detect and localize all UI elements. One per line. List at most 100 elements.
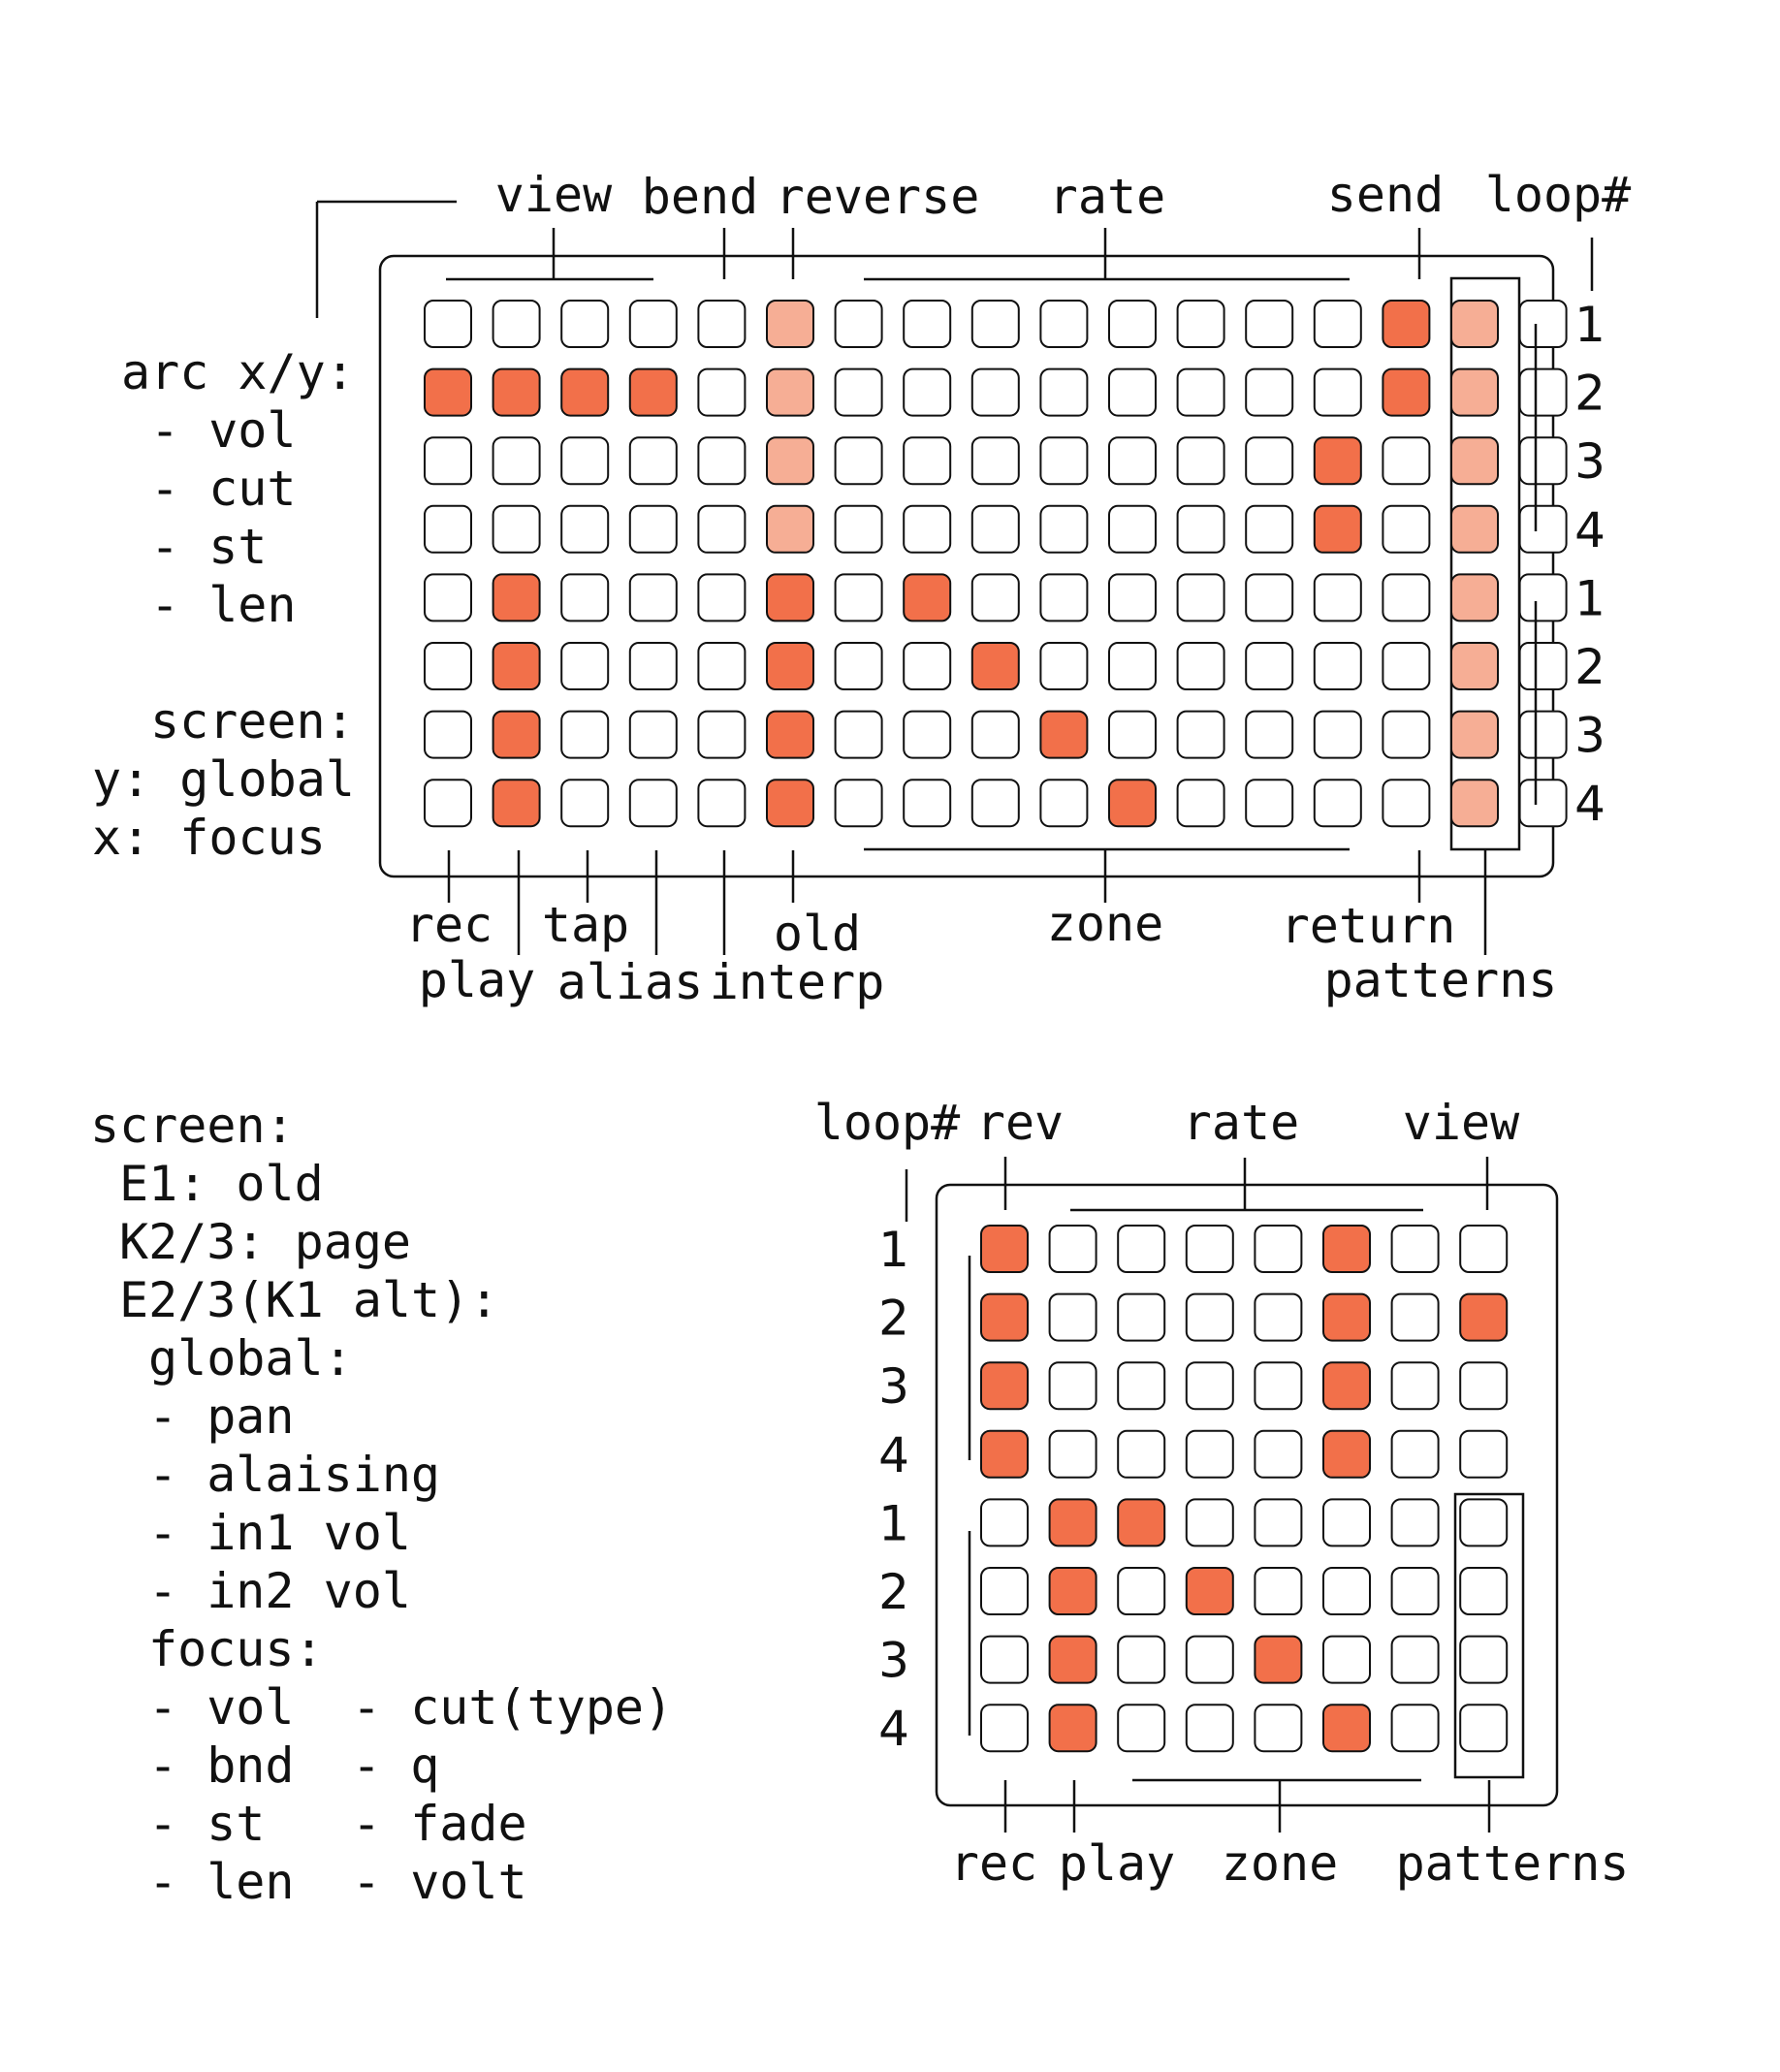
top-key-r6-c4[interactable] [628,642,678,690]
bottom-key-r5-c7[interactable] [1390,1498,1440,1547]
top-key-r8-c3[interactable] [560,779,610,828]
bottom-key-r1-c2[interactable] [1048,1225,1097,1273]
top-key-r1-c10[interactable] [1039,300,1089,348]
top-key-r3-c9[interactable] [970,436,1020,486]
top-key-r4-c8[interactable] [903,504,952,554]
bottom-key-r7-c8[interactable] [1459,1635,1509,1684]
top-key-r5-c2[interactable] [492,573,541,622]
top-key-r7-c5[interactable] [697,710,747,759]
top-key-r1-c8[interactable] [903,300,952,348]
top-key-r5-c3[interactable] [560,573,610,622]
bottom-key-r4-c4[interactable] [1185,1429,1234,1479]
top-key-r7-c10[interactable] [1039,710,1089,759]
bottom-key-r1-c7[interactable] [1390,1225,1440,1273]
bottom-key-r3-c5[interactable] [1254,1361,1303,1411]
bottom-key-r1-c8[interactable] [1459,1225,1509,1273]
top-key-r2-c11[interactable] [1108,367,1157,417]
top-key-r8-c6[interactable] [766,779,814,828]
top-key-r2-c5[interactable] [697,367,747,417]
bottom-key-r5-c1[interactable] [980,1498,1029,1547]
top-key-r8-c4[interactable] [628,779,678,828]
bottom-key-r5-c6[interactable] [1322,1498,1371,1547]
top-key-r3-c7[interactable] [834,436,883,486]
top-key-r3-c3[interactable] [560,436,610,486]
top-key-r4-c13[interactable] [1245,504,1294,554]
top-key-r1-c11[interactable] [1108,300,1157,348]
top-key-r2-c14[interactable] [1313,367,1362,417]
top-key-r5-c16[interactable] [1450,573,1499,622]
top-key-r3-c12[interactable] [1176,436,1225,486]
top-key-r6-c14[interactable] [1313,642,1362,690]
bottom-key-r3-c7[interactable] [1390,1361,1440,1411]
top-key-r3-c11[interactable] [1108,436,1157,486]
bottom-key-r4-c5[interactable] [1254,1429,1303,1479]
bottom-key-r2-c5[interactable] [1254,1292,1303,1342]
bottom-key-r3-c1[interactable] [980,1361,1029,1411]
top-key-r1-c2[interactable] [492,300,541,348]
bottom-key-r2-c7[interactable] [1390,1292,1440,1342]
top-key-r2-c4[interactable] [628,367,678,417]
bottom-key-r6-c3[interactable] [1117,1567,1166,1615]
top-key-r7-c8[interactable] [903,710,952,759]
bottom-key-r7-c4[interactable] [1185,1635,1234,1684]
top-key-r5-c17[interactable] [1518,573,1568,622]
top-key-r2-c3[interactable] [560,367,610,417]
top-key-r4-c17[interactable] [1518,504,1568,554]
top-key-r5-c14[interactable] [1313,573,1362,622]
top-key-r3-c10[interactable] [1039,436,1089,486]
top-key-r8-c8[interactable] [903,779,952,828]
top-key-r3-c16[interactable] [1450,436,1499,486]
top-key-r7-c13[interactable] [1245,710,1294,759]
bottom-key-r4-c1[interactable] [980,1429,1029,1479]
top-key-r6-c12[interactable] [1176,642,1225,690]
top-key-r7-c16[interactable] [1450,710,1499,759]
top-key-r1-c3[interactable] [560,300,610,348]
bottom-key-r3-c2[interactable] [1048,1361,1097,1411]
bottom-key-r2-c6[interactable] [1322,1292,1371,1342]
top-key-r4-c3[interactable] [560,504,610,554]
top-key-r5-c11[interactable] [1108,573,1157,622]
top-key-r5-c5[interactable] [697,573,747,622]
top-key-r1-c17[interactable] [1518,300,1568,348]
top-key-r1-c5[interactable] [697,300,747,348]
top-key-r1-c1[interactable] [424,300,472,348]
top-key-r6-c9[interactable] [970,642,1020,690]
top-key-r7-c11[interactable] [1108,710,1157,759]
top-key-r3-c4[interactable] [628,436,678,486]
top-key-r1-c15[interactable] [1382,300,1431,348]
bottom-key-r8-c2[interactable] [1048,1704,1097,1753]
top-key-r2-c7[interactable] [834,367,883,417]
top-key-r1-c16[interactable] [1450,300,1499,348]
bottom-key-r1-c3[interactable] [1117,1225,1166,1273]
top-key-r2-c1[interactable] [424,367,472,417]
top-key-r3-c13[interactable] [1245,436,1294,486]
top-key-r1-c9[interactable] [970,300,1020,348]
top-key-r4-c9[interactable] [970,504,1020,554]
bottom-key-r4-c6[interactable] [1322,1429,1371,1479]
bottom-key-r6-c7[interactable] [1390,1567,1440,1615]
bottom-key-r4-c3[interactable] [1117,1429,1166,1479]
top-key-r8-c15[interactable] [1382,779,1431,828]
bottom-key-r4-c7[interactable] [1390,1429,1440,1479]
bottom-key-r8-c1[interactable] [980,1704,1029,1753]
top-key-r2-c6[interactable] [766,367,814,417]
top-key-r6-c13[interactable] [1245,642,1294,690]
top-key-r8-c10[interactable] [1039,779,1089,828]
top-key-r6-c1[interactable] [424,642,472,690]
top-key-r8-c1[interactable] [424,779,472,828]
top-key-r2-c13[interactable] [1245,367,1294,417]
top-key-r1-c4[interactable] [628,300,678,348]
bottom-key-r1-c4[interactable] [1185,1225,1234,1273]
top-key-r4-c10[interactable] [1039,504,1089,554]
bottom-key-r2-c1[interactable] [980,1292,1029,1342]
top-key-r4-c14[interactable] [1313,504,1362,554]
top-key-r1-c13[interactable] [1245,300,1294,348]
top-key-r4-c7[interactable] [834,504,883,554]
top-key-r6-c5[interactable] [697,642,747,690]
bottom-key-r1-c5[interactable] [1254,1225,1303,1273]
top-key-r6-c15[interactable] [1382,642,1431,690]
top-key-r7-c2[interactable] [492,710,541,759]
bottom-key-r7-c7[interactable] [1390,1635,1440,1684]
top-key-r4-c6[interactable] [766,504,814,554]
top-key-r3-c15[interactable] [1382,436,1431,486]
